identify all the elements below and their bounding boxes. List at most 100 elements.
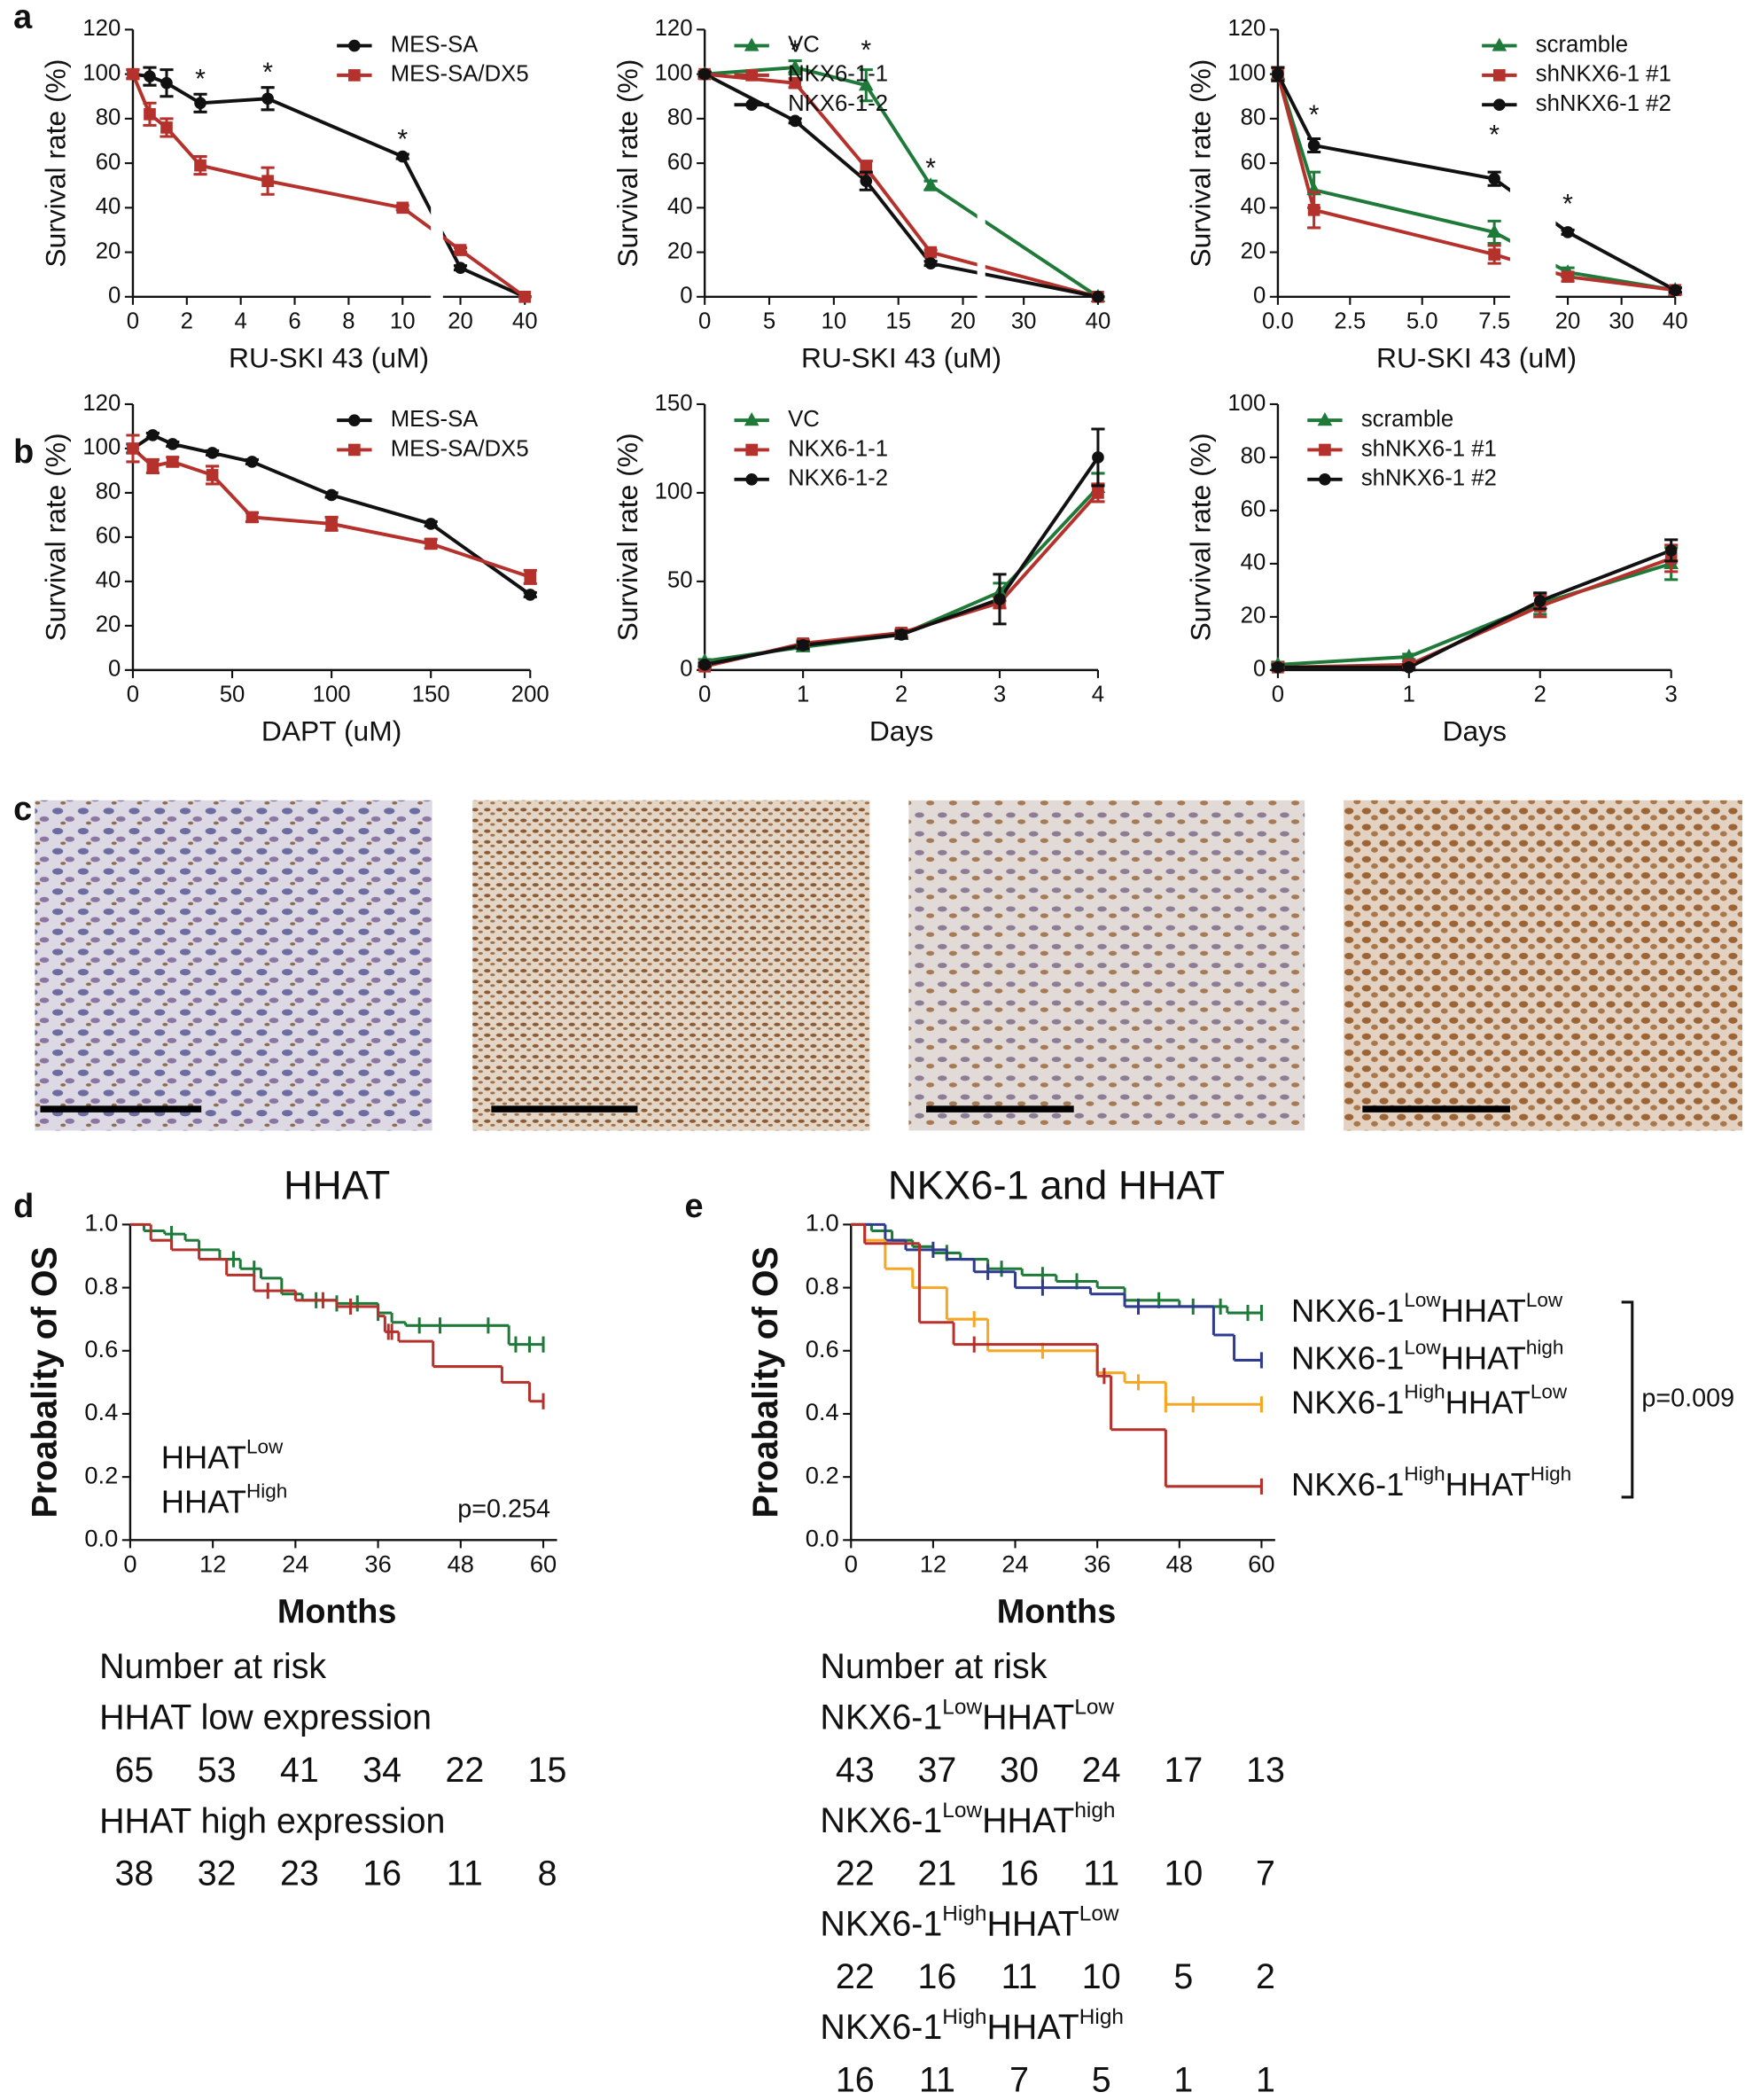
legend-label: scramble (1361, 407, 1453, 432)
marker (166, 438, 179, 450)
x-tick-label: 10 (390, 308, 416, 333)
y-tick-label: 60 (1241, 150, 1266, 175)
marker (348, 39, 361, 52)
y-tick-label: 0.4 (84, 1398, 118, 1425)
panel-label: b (13, 433, 34, 471)
superscript: High (1404, 1381, 1445, 1403)
marker (1317, 412, 1333, 426)
risk-count: 24 (1082, 1751, 1121, 1790)
chart-title: HHAT (284, 1163, 390, 1208)
y-tick-label: 80 (1241, 444, 1266, 469)
x-tick-label: 0.0 (1262, 308, 1294, 333)
risk-count: 7 (1009, 2061, 1029, 2100)
y-tick-label: 120 (655, 16, 693, 41)
text-part: NKX6-1 (820, 2009, 942, 2048)
marker (1272, 661, 1284, 674)
superscript: Low (1404, 1290, 1441, 1312)
x-tick-label: 0 (698, 308, 711, 333)
text-part: NKX6-1 (820, 1698, 942, 1737)
y-tick-label: 100 (1227, 60, 1266, 85)
marker (348, 443, 361, 457)
marker (160, 121, 173, 134)
label: NKX6-1HighHHATLow (1291, 1381, 1568, 1420)
y-tick-label: 80 (96, 480, 121, 504)
legend-label: MES-SA/DX5 (391, 62, 529, 87)
x-tick-label: 0 (1272, 682, 1284, 707)
text-part: NKX6-1 (1291, 1339, 1404, 1376)
legend-label: MES-SA (391, 32, 479, 57)
marker (454, 262, 467, 274)
marker (348, 414, 361, 426)
superscript: Low (1074, 1695, 1114, 1719)
x-tick-label: 5 (763, 308, 775, 333)
marker (1493, 98, 1506, 112)
y-tick-label: 0.8 (806, 1272, 839, 1300)
y-axis-title: Survival rate (%) (612, 59, 643, 268)
annotation: * (1562, 190, 1573, 219)
y-tick-label: 0.0 (806, 1525, 839, 1552)
x-tick-label: 3 (1665, 682, 1678, 707)
marker (454, 244, 467, 256)
marker (325, 488, 338, 502)
marker (194, 97, 206, 110)
marker (166, 456, 179, 468)
y-tick-label: 0.2 (84, 1461, 118, 1488)
bracket (1621, 1300, 1634, 1499)
text-part: HHAT (982, 1801, 1074, 1840)
risk-count: 11 (447, 1854, 483, 1893)
x-tick-label: 0 (127, 308, 139, 333)
marker (1533, 595, 1546, 607)
marker (744, 37, 760, 51)
label: NKX6-1HighHHATLow (820, 1901, 1118, 1943)
risk-count: 38 (115, 1854, 154, 1893)
axis-break (1509, 22, 1556, 300)
risk-count: 2 (1256, 1957, 1275, 1996)
series-line (705, 66, 1100, 299)
marker (146, 429, 160, 441)
marker (745, 98, 759, 112)
y-tick-label: 100 (1227, 391, 1266, 416)
x-tick-label: 0 (845, 1550, 858, 1577)
y-axis-title: Survival rate (%) (1185, 59, 1217, 268)
risk-table-title: Number at risk (99, 1647, 326, 1686)
superscript: High (246, 1480, 287, 1503)
marker (1562, 226, 1574, 238)
y-tick-label: 0.4 (806, 1398, 839, 1425)
y-tick-label: 40 (667, 194, 693, 219)
label: NKX6-1LowHHAThigh (1291, 1337, 1563, 1376)
y-tick-label: 120 (1227, 16, 1266, 41)
x-tick-label: 7.5 (1478, 308, 1510, 333)
annotation: * (790, 36, 800, 66)
marker (524, 589, 537, 601)
x-tick-label: 40 (512, 308, 538, 333)
marker (1092, 451, 1104, 464)
y-tick-label: 40 (1241, 550, 1266, 575)
x-tick-label: 1 (1403, 682, 1415, 707)
x-axis-title: RU-SKI 43 (uM) (801, 341, 1001, 373)
y-tick-label: 20 (1241, 238, 1266, 263)
risk-count: 41 (280, 1751, 319, 1790)
marker (744, 412, 760, 426)
risk-count: 65 (115, 1751, 154, 1790)
risk-count: 16 (918, 1957, 957, 1996)
x-tick-label: 50 (220, 682, 245, 707)
y-tick-label: 1.0 (806, 1209, 839, 1237)
text-part: HHAT (1445, 1384, 1531, 1420)
ihc-images (35, 800, 1742, 1131)
marker (1272, 67, 1284, 81)
marker (745, 443, 759, 457)
y-tick-label: 80 (96, 105, 121, 130)
marker (194, 159, 206, 172)
y-tick-label: 100 (655, 480, 693, 504)
x-tick-label: 20 (950, 308, 976, 333)
panel-label: e (684, 1188, 703, 1225)
marker (745, 472, 759, 486)
marker (1493, 69, 1506, 82)
marker (858, 77, 874, 91)
risk-count: 34 (362, 1751, 401, 1790)
y-axis-title: Survival rate (%) (612, 433, 643, 641)
y-tick-label: 150 (655, 391, 693, 416)
marker (1092, 290, 1104, 303)
legend-label: shNKX6-1 #1 (1536, 62, 1671, 87)
marker (127, 442, 139, 455)
